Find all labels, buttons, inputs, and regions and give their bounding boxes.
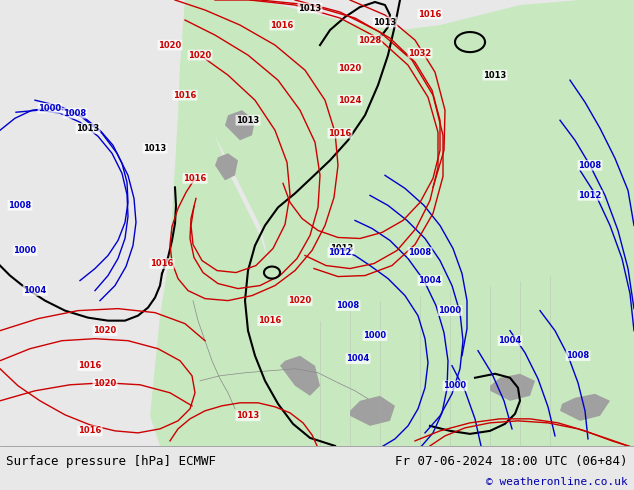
Text: Fr 07-06-2024 18:00 UTC (06+84): Fr 07-06-2024 18:00 UTC (06+84) [395, 455, 628, 468]
Text: 1016: 1016 [183, 174, 207, 183]
Text: 1000: 1000 [39, 104, 61, 113]
Text: 1000: 1000 [363, 331, 387, 340]
Polygon shape [490, 374, 535, 401]
Polygon shape [215, 153, 238, 180]
Text: 1016: 1016 [150, 259, 174, 268]
Text: 1016: 1016 [79, 361, 101, 370]
Text: 1008: 1008 [63, 109, 87, 118]
Text: 1013: 1013 [483, 71, 507, 80]
Text: 1013: 1013 [373, 18, 397, 26]
Text: 1016: 1016 [258, 316, 281, 325]
Text: 1020: 1020 [288, 296, 312, 305]
Text: 1020: 1020 [339, 64, 361, 73]
Text: 1008: 1008 [408, 248, 432, 257]
Text: 1000: 1000 [439, 306, 462, 315]
Text: 1016: 1016 [79, 426, 101, 436]
Text: 1016: 1016 [270, 21, 294, 29]
Text: 1016: 1016 [418, 9, 442, 19]
Polygon shape [350, 396, 395, 426]
Text: 1013: 1013 [236, 116, 260, 125]
Text: 1012: 1012 [328, 248, 352, 257]
Text: 1013: 1013 [236, 411, 260, 420]
Text: 1032: 1032 [408, 49, 432, 58]
Text: © weatheronline.co.uk: © weatheronline.co.uk [486, 477, 628, 487]
Text: 1008: 1008 [337, 301, 359, 310]
Text: 1000: 1000 [443, 381, 467, 390]
Text: 1020: 1020 [93, 326, 117, 335]
Polygon shape [185, 0, 634, 446]
Text: 1016: 1016 [173, 91, 197, 99]
Text: 1028: 1028 [358, 36, 382, 45]
Text: 1008: 1008 [566, 351, 590, 360]
Polygon shape [150, 0, 330, 446]
Text: 1013: 1013 [143, 144, 167, 153]
Text: 1013: 1013 [299, 3, 321, 13]
Polygon shape [225, 110, 255, 140]
Text: 1020: 1020 [158, 41, 181, 49]
Text: 1000: 1000 [13, 246, 37, 255]
Text: 1020: 1020 [188, 50, 212, 60]
Text: 1004: 1004 [498, 336, 522, 345]
Text: 1013: 1013 [76, 124, 100, 133]
Text: 1024: 1024 [339, 96, 361, 105]
Text: 1008: 1008 [578, 161, 602, 170]
Text: Surface pressure [hPa] ECMWF: Surface pressure [hPa] ECMWF [6, 455, 216, 468]
Text: 1004: 1004 [418, 276, 442, 285]
Text: 1012: 1012 [578, 191, 602, 200]
Text: 1013: 1013 [330, 244, 354, 253]
Text: 1020: 1020 [93, 379, 117, 388]
Text: 1008: 1008 [8, 201, 32, 210]
Polygon shape [280, 356, 320, 396]
Text: 1004: 1004 [23, 286, 47, 295]
Text: 1004: 1004 [346, 354, 370, 363]
Polygon shape [560, 394, 610, 421]
Polygon shape [270, 326, 634, 446]
Text: 1016: 1016 [328, 129, 352, 138]
